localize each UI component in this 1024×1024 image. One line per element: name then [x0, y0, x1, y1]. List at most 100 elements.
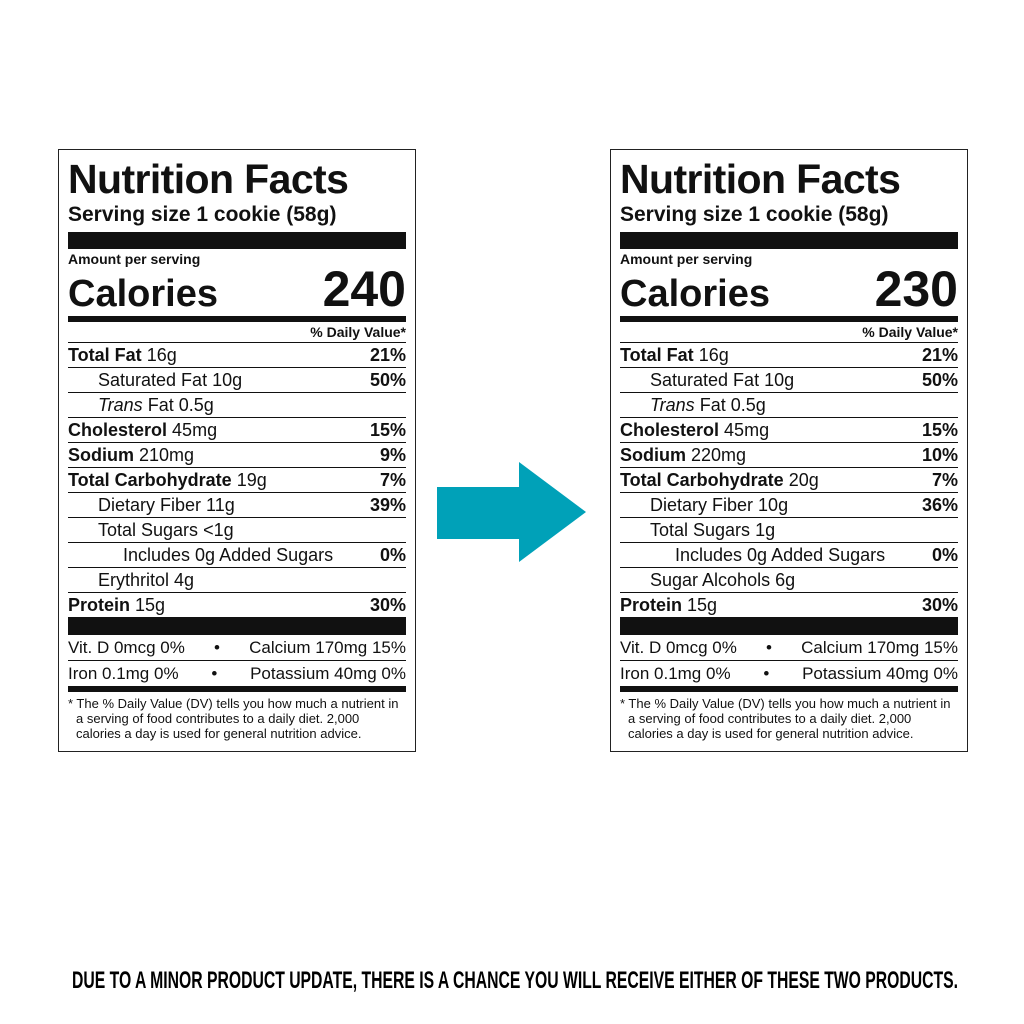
nutrient: Includes 0g Added Sugars [620, 543, 885, 567]
daily-value: 30% [369, 595, 406, 615]
nutrient-row: Includes 0g Added Sugars 0% [620, 543, 958, 568]
nutrient-name: Fat [699, 395, 726, 415]
daily-value: 39% [369, 495, 406, 515]
daily-value: 7% [931, 470, 958, 490]
nutrient-name: Fat [147, 395, 174, 415]
nutrient-name: Cholesterol [68, 420, 168, 440]
nutrient-row: Total Carbohydrate 19g 7% [68, 468, 406, 493]
footnote: * The % Daily Value (DV) tells you how m… [620, 696, 951, 741]
nutrient-name: Protein [620, 595, 683, 615]
nutrient-row: Protein 15g 30% [68, 593, 406, 635]
nutrient: Trans Fat 0.5g [620, 393, 766, 417]
calories-value: 240 [322, 261, 406, 317]
nutrient: Saturated Fat 10g [68, 368, 242, 392]
arrow [437, 462, 586, 562]
calories-value: 230 [874, 261, 958, 317]
nutrient: Sugar Alcohols 6g [620, 568, 795, 592]
nutrition-label: Nutrition Facts Serving size 1 cookie (58… [610, 149, 968, 752]
nutrient-amount: 11g [206, 495, 235, 515]
nutrient: Total Sugars <1g [68, 518, 234, 542]
nutrient-name: Erythritol [98, 570, 170, 590]
daily-value-header: % Daily Value* [68, 322, 406, 343]
daily-value: 15% [921, 420, 958, 440]
nutrient: Dietary Fiber 11g [68, 493, 235, 517]
nutrient-name: Total Fat [620, 345, 694, 365]
nutrient-name-italic: Trans [98, 395, 143, 415]
calories-row: Calories 230 [620, 261, 958, 322]
daily-value: 0% [931, 545, 958, 565]
nutrient: Total Fat 16g [620, 343, 729, 367]
daily-value: 21% [921, 345, 958, 365]
daily-value: 15% [369, 420, 406, 440]
micronutrient: Calcium 170mg 15% [801, 638, 958, 657]
nutrient-amount: 210mg [139, 445, 195, 465]
nutrient: Erythritol 4g [68, 568, 194, 592]
daily-value: 36% [921, 495, 958, 515]
nutrient-row: Cholesterol 45mg 15% [68, 418, 406, 443]
nutrient: Sodium 220mg [620, 443, 746, 467]
daily-value: 0% [379, 545, 406, 565]
nutrient-name: Total Sugars [650, 520, 751, 540]
nutrient-row: Cholesterol 45mg 15% [620, 418, 958, 443]
nutrient-row: Erythritol 4g [68, 568, 406, 593]
nutrient-row: Total Sugars <1g [68, 518, 406, 543]
nutrient-row: Saturated Fat 10g 50% [68, 368, 406, 393]
daily-value: 30% [921, 595, 958, 615]
daily-value: 50% [369, 370, 406, 390]
nutrient-amount: 0.5g [730, 395, 766, 415]
daily-value: 9% [379, 445, 406, 465]
title: Nutrition Facts [620, 156, 901, 202]
notice: DUE TO A MINOR PRODUCT UPDATE, THERE IS … [72, 967, 958, 994]
daily-value: 50% [921, 370, 958, 390]
nutrient-amount: 16g [698, 345, 729, 365]
nutrient-amount: 4g [174, 570, 195, 590]
calories-label: Calories [620, 273, 770, 315]
serving-size: Serving size 1 cookie (58g) [68, 202, 406, 249]
nutrient-name: Sodium [620, 445, 686, 465]
nutrient-row: Dietary Fiber 11g 39% [68, 493, 406, 518]
nutrient-row: Total Sugars 1g [620, 518, 958, 543]
nutrient: Total Carbohydrate 20g [620, 468, 819, 492]
daily-value-header: % Daily Value* [620, 322, 958, 343]
nutrient-name: Protein [68, 595, 131, 615]
bullet: • [763, 664, 770, 683]
micronutrient: Calcium 170mg 15% [249, 638, 406, 657]
nutrient-row: Sodium 220mg 10% [620, 443, 958, 468]
nutrient-row: Trans Fat 0.5g [620, 393, 958, 418]
micronutrient: Potassium 40mg 0% [250, 664, 406, 683]
nutrient-amount: 15g [687, 595, 718, 615]
micronutrient: Vit. D 0mcg 0% [620, 638, 737, 657]
calories-row: Calories 240 [68, 261, 406, 322]
nutrient-name: Includes 0g Added Sugars [123, 545, 334, 565]
bullet: • [214, 638, 220, 657]
nutrient: Total Carbohydrate 19g [68, 468, 267, 492]
nutrition-label: Nutrition Facts Serving size 1 cookie (58… [58, 149, 416, 752]
amount-per-serving: Amount per serving [68, 251, 201, 267]
nutrient-name: Sodium [68, 445, 134, 465]
nutrient: Protein 15g [68, 593, 165, 617]
nutrient: Trans Fat 0.5g [68, 393, 214, 417]
nutrient-name: Total Carbohydrate [68, 470, 232, 490]
nutrient-amount: 45mg [724, 420, 770, 440]
nutrient: Saturated Fat 10g [620, 368, 794, 392]
nutrient-name: Sugar Alcohols [650, 570, 771, 590]
daily-value: 10% [921, 445, 958, 465]
nutrient-row: Includes 0g Added Sugars 0% [68, 543, 406, 568]
serving-size: Serving size 1 cookie (58g) [620, 202, 958, 249]
nutrient-amount: 10g [212, 370, 243, 390]
nutrient: Cholesterol 45mg [68, 418, 217, 442]
micronutrient: Iron 0.1mg 0% [68, 664, 179, 683]
nutrient-amount: 10g [758, 495, 789, 515]
bullet: • [211, 664, 218, 683]
footnote: * The % Daily Value (DV) tells you how m… [68, 696, 399, 741]
nutrient: Total Sugars 1g [620, 518, 775, 542]
nutrient-row: Total Carbohydrate 20g 7% [620, 468, 958, 493]
nutrient-amount: 6g [775, 570, 796, 590]
nutrient: Protein 15g [620, 593, 717, 617]
micronutrient: Iron 0.1mg 0% [620, 664, 731, 683]
micronutrient: Potassium 40mg 0% [802, 664, 958, 683]
micronutrient: Vit. D 0mcg 0% [68, 638, 185, 657]
nutrient-amount: <1g [203, 520, 234, 540]
daily-value: 21% [369, 345, 406, 365]
